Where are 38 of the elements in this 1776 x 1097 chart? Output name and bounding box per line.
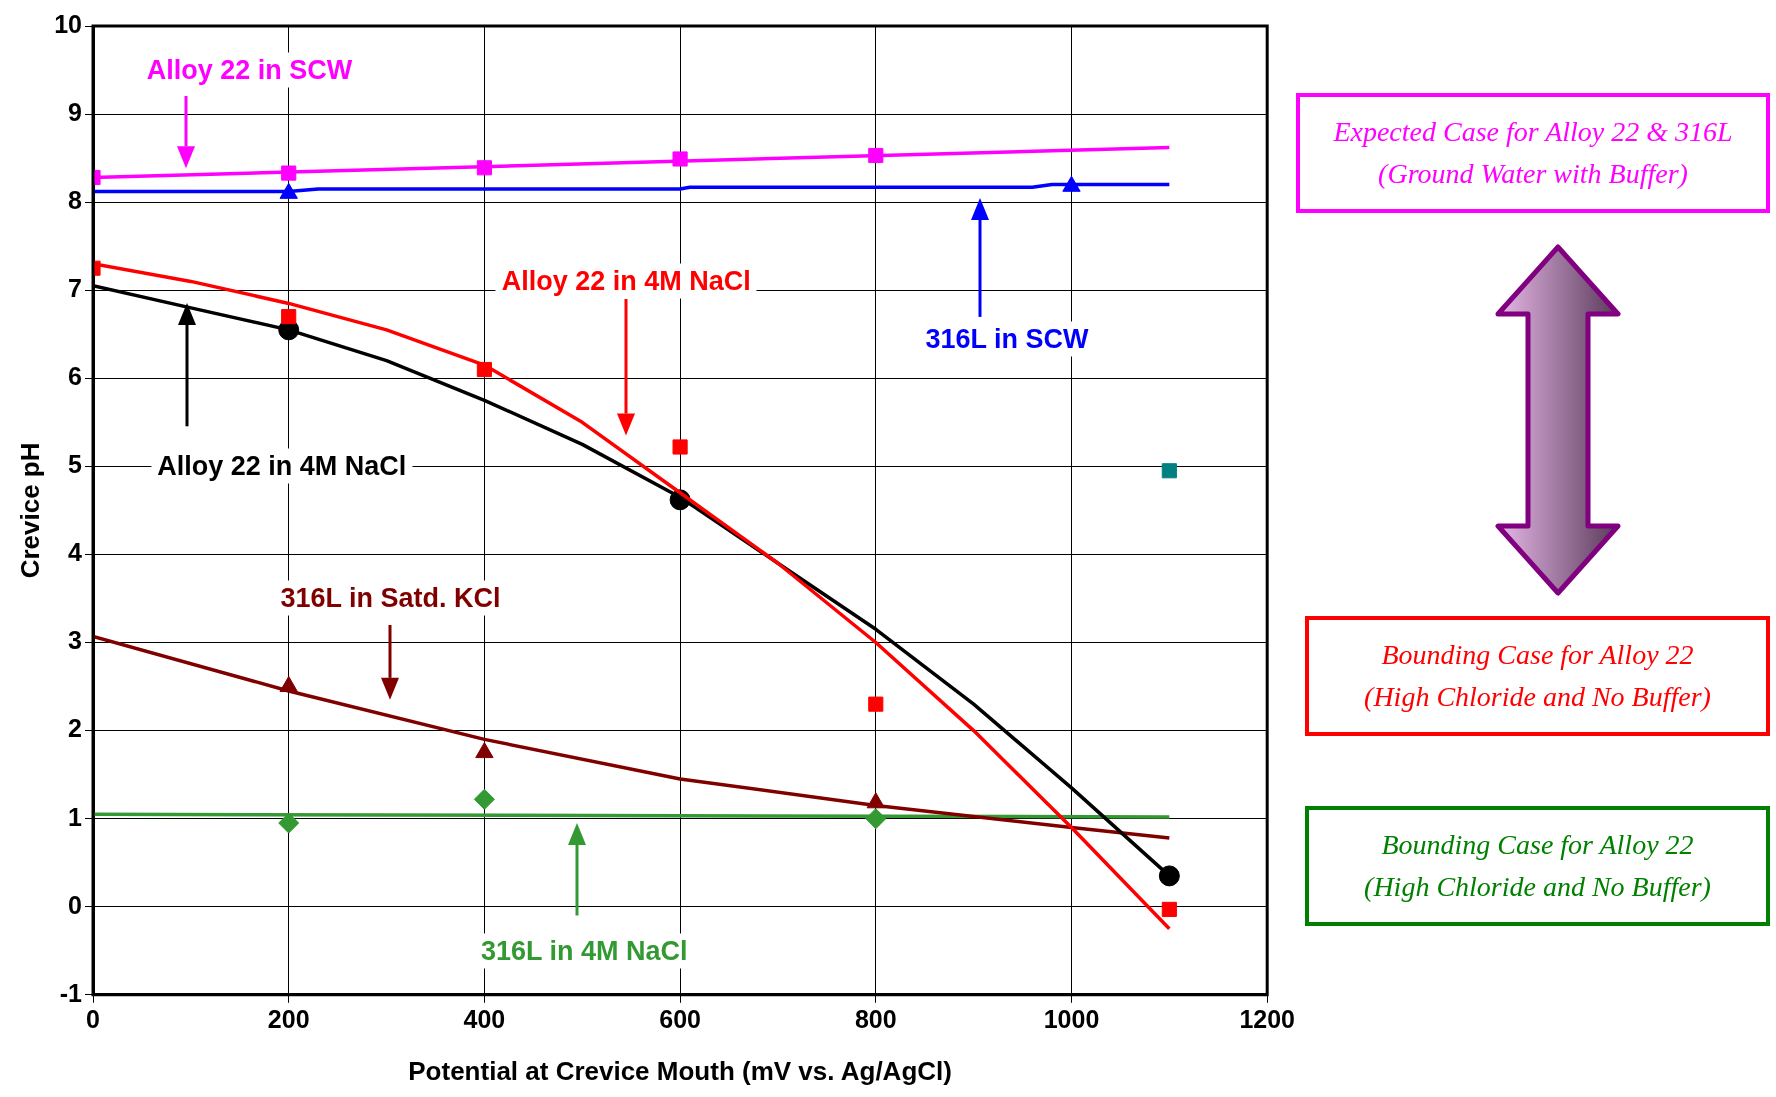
point (672, 439, 688, 455)
text: Expected Case for Alloy 22 & 316L (Ground Water with Buffer) (1296, 93, 1770, 213)
point (1158, 865, 1180, 887)
annotation: Alloy 22 in SCW (140, 52, 359, 88)
annotation: Alloy 22 in 4M NaCl (495, 263, 757, 299)
y-tick-label: 4 (68, 538, 83, 567)
y-tick-label: 7 (68, 274, 83, 303)
x-axis-title: Potential at Crevice Mouth (mV vs. Ag/AgCl) (408, 1055, 952, 1086)
annotation: 316L in Satd. KCl (274, 580, 507, 616)
x-tick-label: 400 (463, 1004, 506, 1033)
point (473, 788, 495, 810)
text: Bounding Case for Alloy 22 (High Chloride and No Buffer) (1305, 806, 1770, 926)
point (475, 742, 494, 759)
text: Bounding Case for Alloy 22 (High Chloride and No Buffer) (1305, 616, 1770, 736)
y-tick-label: 0 (68, 890, 83, 919)
annotation: Alloy 22 in 4M NaCl (151, 448, 413, 484)
y-tick-label: 2 (68, 714, 83, 743)
point (868, 696, 884, 712)
y-axis-title: Crevice pH (14, 442, 45, 579)
annotation: 316L in SCW (919, 321, 1095, 357)
x-tick-label: 1000 (1043, 1004, 1100, 1033)
y-tick-label: 9 (68, 97, 83, 126)
y-tick-label: -1 (59, 978, 83, 1007)
point (281, 309, 297, 325)
x-tick-label: 600 (659, 1004, 701, 1033)
point (1161, 463, 1177, 479)
y-tick-label: 5 (68, 450, 83, 479)
y-tick-label: 8 (68, 186, 83, 215)
point (1161, 901, 1177, 917)
y-tick-label: 3 (68, 626, 83, 655)
x-tick-label: 800 (854, 1004, 897, 1033)
x-tick-label: 200 (267, 1004, 310, 1033)
annotation: 316L in 4M NaCl (474, 933, 694, 969)
point (278, 812, 300, 834)
y-tick-label: 6 (68, 362, 83, 391)
y-tick-label: 10 (54, 9, 83, 38)
x-tick-label: 1200 (1239, 1004, 1295, 1033)
y-tick-label: 1 (68, 802, 83, 831)
